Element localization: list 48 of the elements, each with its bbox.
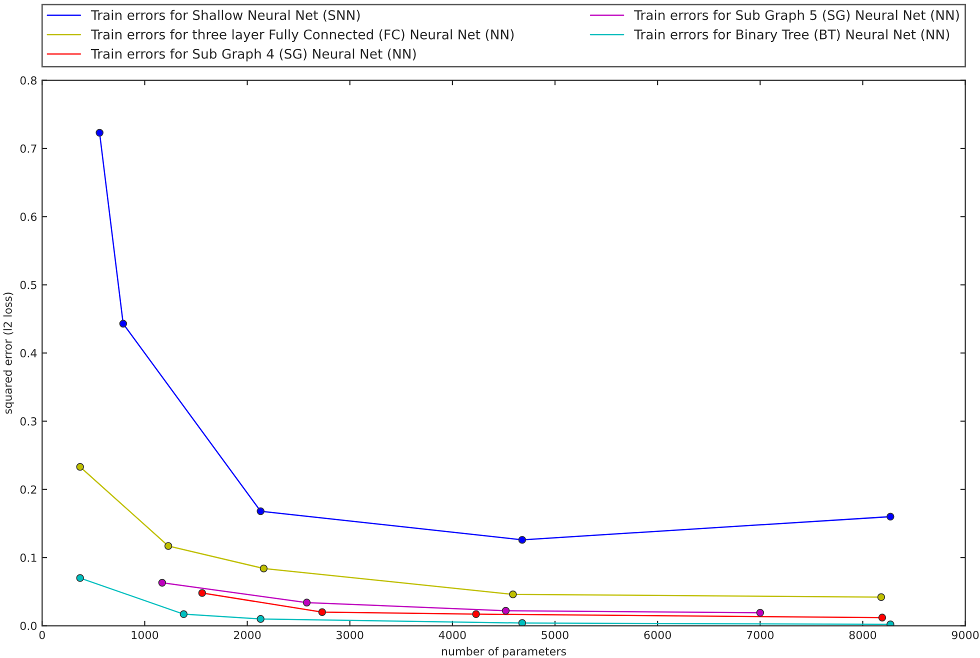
legend-label: Train errors for Sub Graph 4 (SG) Neural Net (NN) [90, 48, 416, 62]
y-tick-label: 0.4 [20, 348, 37, 358]
point [878, 614, 886, 622]
point [518, 536, 526, 544]
point [198, 589, 206, 597]
y-tick-label: 0.2 [20, 485, 36, 494]
legend-label: Train errors for Sub Graph 5 (SG) Neural Net (NN) [634, 10, 959, 23]
point [256, 615, 265, 623]
point [256, 507, 265, 516]
point [509, 590, 517, 598]
y-axis-title: squared error (l2 loss) [3, 292, 14, 414]
x-tick-label: 7000 [746, 630, 774, 640]
x-tick-label: 8000 [849, 630, 876, 640]
y-tick-label: 0.0 [20, 622, 37, 630]
y-tick-label: 0.8 [20, 76, 37, 85]
point [302, 598, 311, 606]
point [158, 578, 166, 587]
point [886, 512, 894, 521]
x-tick-label: 0 [39, 630, 45, 640]
x-tick-label: 9000 [952, 630, 979, 640]
point [260, 564, 268, 572]
point [76, 574, 84, 582]
x-tick-label: 2000 [234, 630, 261, 640]
y-tick-label: 0.6 [20, 212, 37, 222]
y-tick-label: 0.5 [20, 280, 36, 290]
point [756, 608, 764, 617]
x-tick-label: 3000 [336, 630, 364, 640]
point [518, 619, 526, 626]
x-tick-label: 4000 [438, 630, 466, 640]
x-tick-label: 5000 [542, 630, 568, 640]
point [318, 608, 326, 616]
point [119, 320, 128, 328]
x-tick-label: 6000 [644, 630, 671, 640]
point [472, 610, 480, 618]
x-axis-title: number of parameters [442, 646, 566, 658]
legend-label: Train errors for Shallow Neural Net (SNN) [90, 10, 360, 22]
y-tick-label: 0.7 [20, 144, 36, 153]
legend-label: Train errors for three layer Fully Connected (FC) Neural Net (NN) [90, 29, 514, 42]
y-tick-label: 0.1 [20, 554, 36, 562]
y-tick-label: 0.3 [20, 417, 36, 426]
point [180, 610, 188, 618]
point [76, 462, 84, 471]
point [877, 593, 886, 602]
x-tick-label: 1000 [132, 630, 158, 640]
legend-label: Train errors for Binary Tree (BT) Neural Net (NN) [634, 29, 950, 42]
point [502, 606, 510, 615]
point [164, 542, 172, 550]
point [96, 128, 104, 137]
